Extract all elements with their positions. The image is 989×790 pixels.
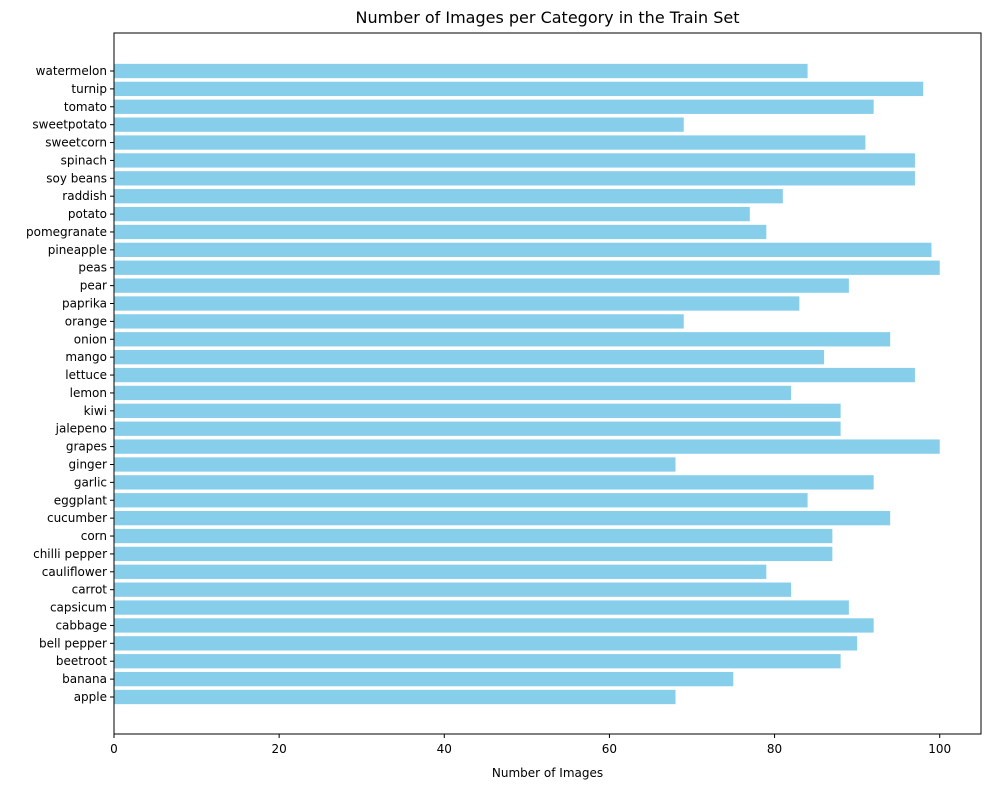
bar-corn [114, 528, 833, 544]
y-tick-label: cabbage [55, 618, 107, 632]
bar-ginger [114, 457, 676, 472]
y-tick-label: ginger [69, 457, 108, 471]
x-tick-label: 60 [602, 742, 617, 756]
x-tick-label: 100 [928, 742, 951, 756]
y-tick-label: beetroot [56, 654, 107, 668]
y-tick-label: potato [68, 207, 107, 221]
y-tick-label: paprika [62, 297, 107, 311]
bar-spinach [114, 153, 915, 168]
bar-cucumber [114, 510, 891, 526]
y-tick-label: pear [80, 279, 107, 293]
y-tick-label: bell pepper [39, 636, 107, 650]
y-tick-label: peas [78, 261, 107, 275]
y-tick-label: sweetcorn [45, 136, 107, 150]
x-tick-label: 0 [110, 742, 118, 756]
y-tick-label: corn [81, 529, 107, 543]
bar-eggplant [114, 493, 808, 508]
y-tick-label: pineapple [48, 243, 107, 257]
y-tick-label: cucumber [47, 511, 107, 525]
x-axis-ticks: 0 20 40 60 80 100 [110, 734, 951, 756]
y-tick-label: jalepeno [55, 422, 107, 436]
y-tick-label: raddish [62, 189, 107, 203]
y-tick-label: sweetpotato [32, 118, 107, 132]
y-tick-label: apple [74, 690, 107, 704]
bars-group [114, 63, 940, 705]
bar-onion [114, 332, 891, 347]
plot-frame [113, 32, 982, 735]
x-tick-label: 80 [767, 742, 782, 756]
bar-pear [114, 278, 849, 293]
y-tick-label: tomato [64, 100, 107, 114]
y-tick-label: chilli pepper [33, 547, 107, 561]
bar-cabbage [114, 618, 874, 633]
bar-lettuce [114, 367, 915, 383]
bar-soy-beans [114, 171, 915, 186]
bar-tomato [114, 99, 874, 114]
x-axis-label: Number of Images [492, 766, 603, 780]
y-tick-label: capsicum [50, 601, 107, 615]
bar-watermelon [114, 63, 808, 79]
bar-chilli-pepper [114, 546, 833, 562]
bar-capsicum [114, 600, 849, 615]
bar-bell-pepper [114, 636, 858, 651]
bar-grapes [114, 439, 940, 454]
bar-pineapple [114, 242, 932, 258]
y-tick-label: garlic [74, 475, 107, 489]
bar-orange [114, 314, 684, 329]
bar-beetroot [114, 654, 841, 669]
y-axis-ticks: apple banana beetroot bell pepper cabbage cap… [26, 64, 114, 704]
bar-lemon [114, 385, 792, 401]
y-tick-label: lemon [70, 386, 107, 400]
y-tick-label: onion [74, 332, 107, 346]
bar-carrot [114, 582, 792, 597]
y-tick-label: carrot [72, 583, 108, 597]
bar-peas [114, 260, 940, 275]
y-tick-label: turnip [71, 82, 107, 96]
bar-raddish [114, 189, 783, 204]
bar-turnip [114, 81, 924, 97]
bar-mango [114, 350, 825, 365]
bar-paprika [114, 296, 800, 311]
y-tick-label: mango [65, 350, 107, 364]
bar-sweetpotato [114, 117, 684, 132]
bar-apple [114, 689, 676, 705]
chart-title: Number of Images per Category in the Tra… [356, 8, 740, 27]
bar-potato [114, 206, 750, 222]
y-tick-label: soy beans [46, 171, 107, 185]
y-tick-label: cauliflower [42, 565, 107, 579]
y-tick-label: grapes [66, 440, 107, 454]
bar-sweetcorn [114, 135, 866, 150]
bar-pomegranate [114, 224, 767, 240]
y-tick-label: spinach [61, 153, 107, 167]
y-tick-label: watermelon [36, 64, 107, 78]
x-tick-label: 40 [437, 742, 452, 756]
bar-kiwi [114, 403, 841, 418]
bar-jalepeno [114, 421, 841, 436]
y-tick-label: banana [62, 672, 107, 686]
y-tick-label: eggplant [54, 493, 108, 507]
y-tick-label: kiwi [84, 404, 107, 418]
y-tick-label: pomegranate [26, 225, 107, 239]
bar-banana [114, 671, 734, 687]
y-tick-label: lettuce [65, 368, 107, 382]
x-tick-label: 20 [272, 742, 287, 756]
bar-garlic [114, 475, 874, 490]
bar-cauliflower [114, 564, 767, 579]
y-tick-label: orange [65, 314, 107, 328]
